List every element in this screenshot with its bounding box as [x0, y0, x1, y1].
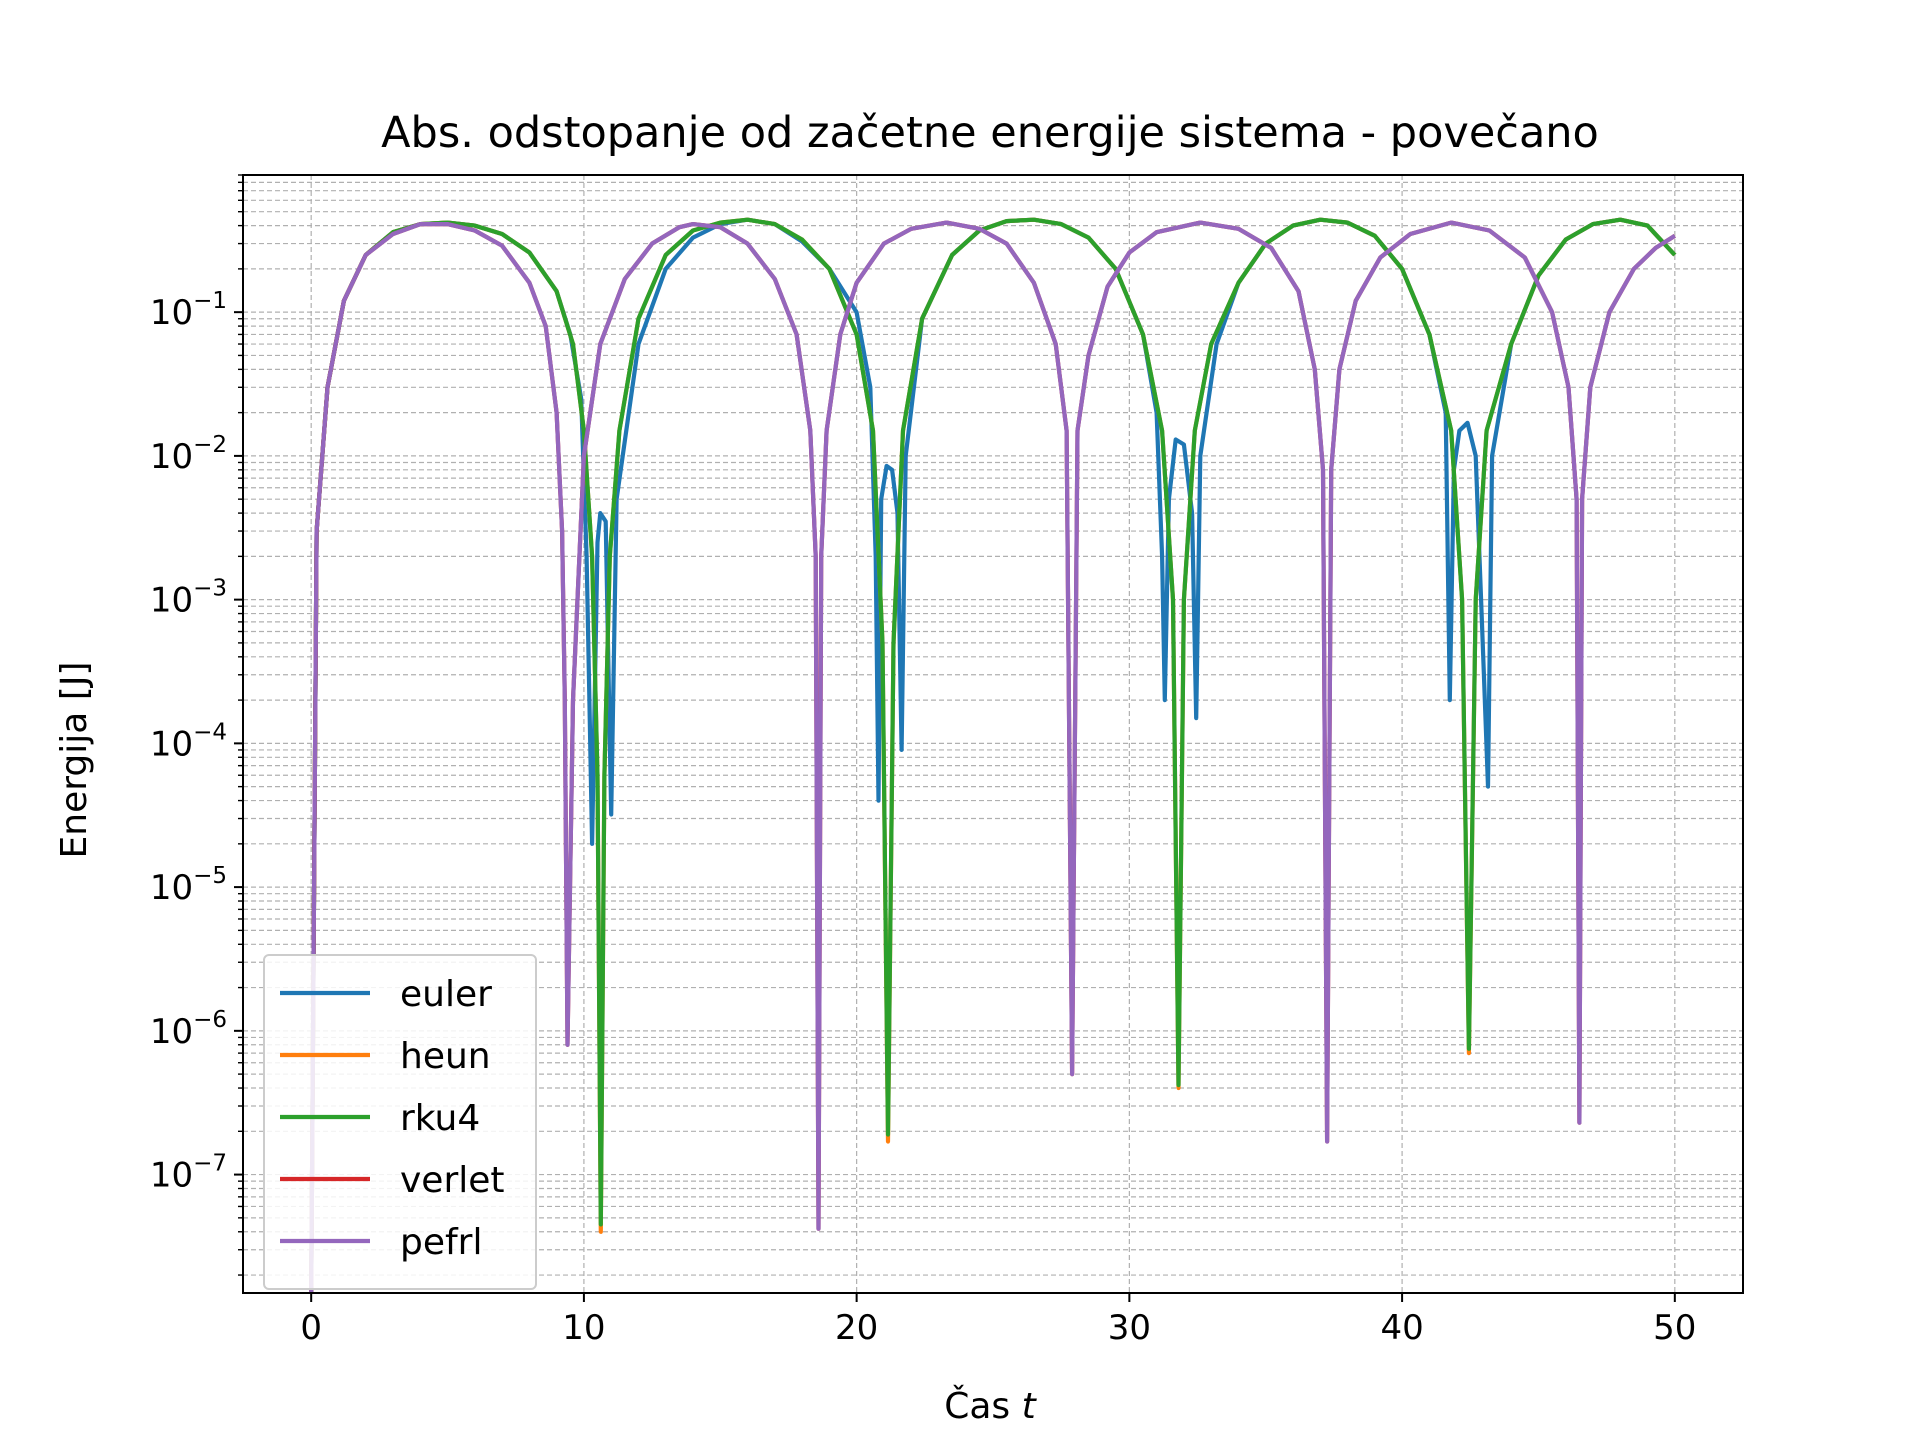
chart-title: Abs. odstopanje od začetne energije sist… — [381, 108, 1599, 158]
y-tick-label: 10−1 — [150, 288, 227, 333]
x-tick-label: 10 — [562, 1308, 605, 1348]
y-axis-label: Energija [J] — [54, 662, 95, 859]
y-tick-label: 10−3 — [150, 576, 227, 621]
y-tick-label: 10−4 — [150, 719, 227, 764]
series-line-rku4 — [309, 217, 1677, 1293]
legend-label-pefrl: pefrl — [400, 1222, 482, 1263]
x-tick-label: 50 — [1653, 1308, 1696, 1348]
legend-label-euler: euler — [400, 974, 492, 1015]
y-tick-base: 10 — [150, 724, 193, 764]
y-tick-exponent: −3 — [193, 576, 227, 602]
y-tick-base: 10 — [150, 437, 193, 477]
legend-box — [263, 954, 537, 1290]
x-tick-label: 40 — [1380, 1308, 1423, 1348]
y-tick-base: 10 — [150, 1012, 193, 1052]
y-tick-label: 10−7 — [150, 1151, 227, 1196]
x-tick-label: 20 — [835, 1308, 878, 1348]
y-tick-exponent: −1 — [193, 288, 227, 314]
y-tick-exponent: −7 — [193, 1151, 227, 1177]
y-tick-label: 10−2 — [150, 432, 227, 477]
y-tick-exponent: −5 — [193, 863, 227, 889]
y-tick-label: 10−6 — [150, 1007, 227, 1052]
y-tick-exponent: −2 — [193, 432, 227, 458]
y-tick-label: 10−5 — [150, 863, 227, 908]
y-tick-base: 10 — [150, 293, 193, 333]
x-tick-label: 0 — [300, 1308, 322, 1348]
y-tick-exponent: −6 — [193, 1007, 227, 1033]
y-tick-base: 10 — [150, 581, 193, 621]
series-line-pefrl — [309, 220, 1676, 1293]
y-tick-exponent: −4 — [193, 719, 227, 745]
y-tick-base: 10 — [150, 1156, 193, 1196]
x-axis-label-var: t — [1022, 1386, 1038, 1427]
legend-label-verlet: verlet — [400, 1160, 505, 1201]
x-tick-label: 30 — [1108, 1308, 1151, 1348]
legend-label-rku4: rku4 — [400, 1098, 480, 1139]
y-tick-base: 10 — [150, 868, 193, 908]
series-layer — [309, 217, 1677, 1293]
axes-frame — [242, 174, 1744, 1294]
legend-label-heun: heun — [400, 1036, 491, 1077]
x-axis-label: Čas t — [944, 1385, 1037, 1427]
x-axis-label-text: Čas — [944, 1385, 1010, 1427]
